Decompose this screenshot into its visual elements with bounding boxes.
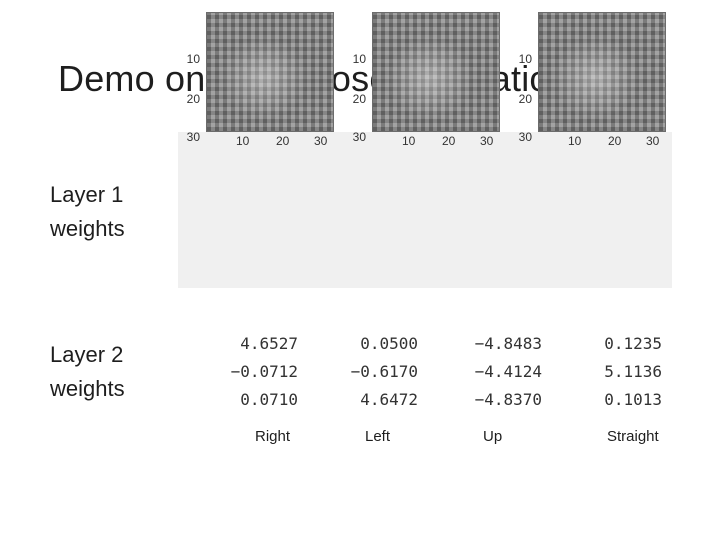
weight-cell: −0.0712 (230, 362, 298, 381)
layer1-weight-plot-2: 10 20 30 10 20 30 (346, 12, 500, 148)
layer1-weight-plot-3: 10 20 30 10 20 30 (512, 12, 666, 148)
weight-cell: 0.0500 (360, 334, 418, 353)
y-tick: 10 (186, 52, 200, 66)
weight-image (372, 12, 500, 132)
x-tick: 20 (276, 134, 290, 148)
weight-cell: 5.1136 (604, 362, 662, 381)
y-tick: 20 (518, 92, 532, 106)
y-tick: 20 (352, 92, 366, 106)
layer1-label: Layer 1 weights (50, 178, 125, 246)
layer1-label-line1: Layer 1 (50, 182, 124, 207)
layer2-label-line1: Layer 2 (50, 342, 124, 367)
y-tick: 10 (518, 52, 532, 66)
y-tick: 30 (186, 130, 200, 144)
x-tick: 10 (236, 134, 250, 148)
y-tick: 30 (352, 130, 366, 144)
class-label-up: Up (483, 428, 503, 445)
x-tick: 20 (442, 134, 456, 148)
weight-cell: 4.6527 (240, 334, 298, 353)
x-tick: 10 (402, 134, 416, 148)
layer1-weight-plot-1: 10 20 30 10 20 30 (180, 12, 334, 148)
weight-cell: 0.0710 (240, 390, 298, 409)
table-row: 0.0710 4.6472 −4.8370 0.1013 (208, 390, 678, 412)
weight-cell: 0.1235 (604, 334, 662, 353)
layer1-weights-panel (178, 132, 672, 288)
class-label-straight: Straight (607, 428, 659, 445)
x-tick: 30 (314, 134, 328, 148)
weight-image (206, 12, 334, 132)
layer2-label: Layer 2 weights (50, 338, 125, 406)
y-tick: 10 (352, 52, 366, 66)
weight-cell: −4.8483 (474, 334, 542, 353)
y-tick: 30 (518, 130, 532, 144)
weight-cell: 4.6472 (360, 390, 418, 409)
class-label-left: Left (365, 428, 391, 445)
weight-image (538, 12, 666, 132)
x-tick: 30 (480, 134, 494, 148)
layer2-label-line2: weights (50, 376, 125, 401)
x-tick: 20 (608, 134, 622, 148)
layer1-label-line2: weights (50, 216, 125, 241)
weight-cell: 0.1013 (604, 390, 662, 409)
weight-cell: −0.6170 (350, 362, 418, 381)
table-row: −0.0712 −0.6170 −4.4124 5.1136 (208, 362, 678, 384)
class-label-right: Right (255, 428, 291, 445)
x-tick: 10 (568, 134, 582, 148)
weight-cell: −4.8370 (474, 390, 542, 409)
weight-cell: −4.4124 (474, 362, 542, 381)
x-tick: 30 (646, 134, 660, 148)
y-tick: 20 (186, 92, 200, 106)
table-row: 4.6527 0.0500 −4.8483 0.1235 (208, 334, 678, 356)
